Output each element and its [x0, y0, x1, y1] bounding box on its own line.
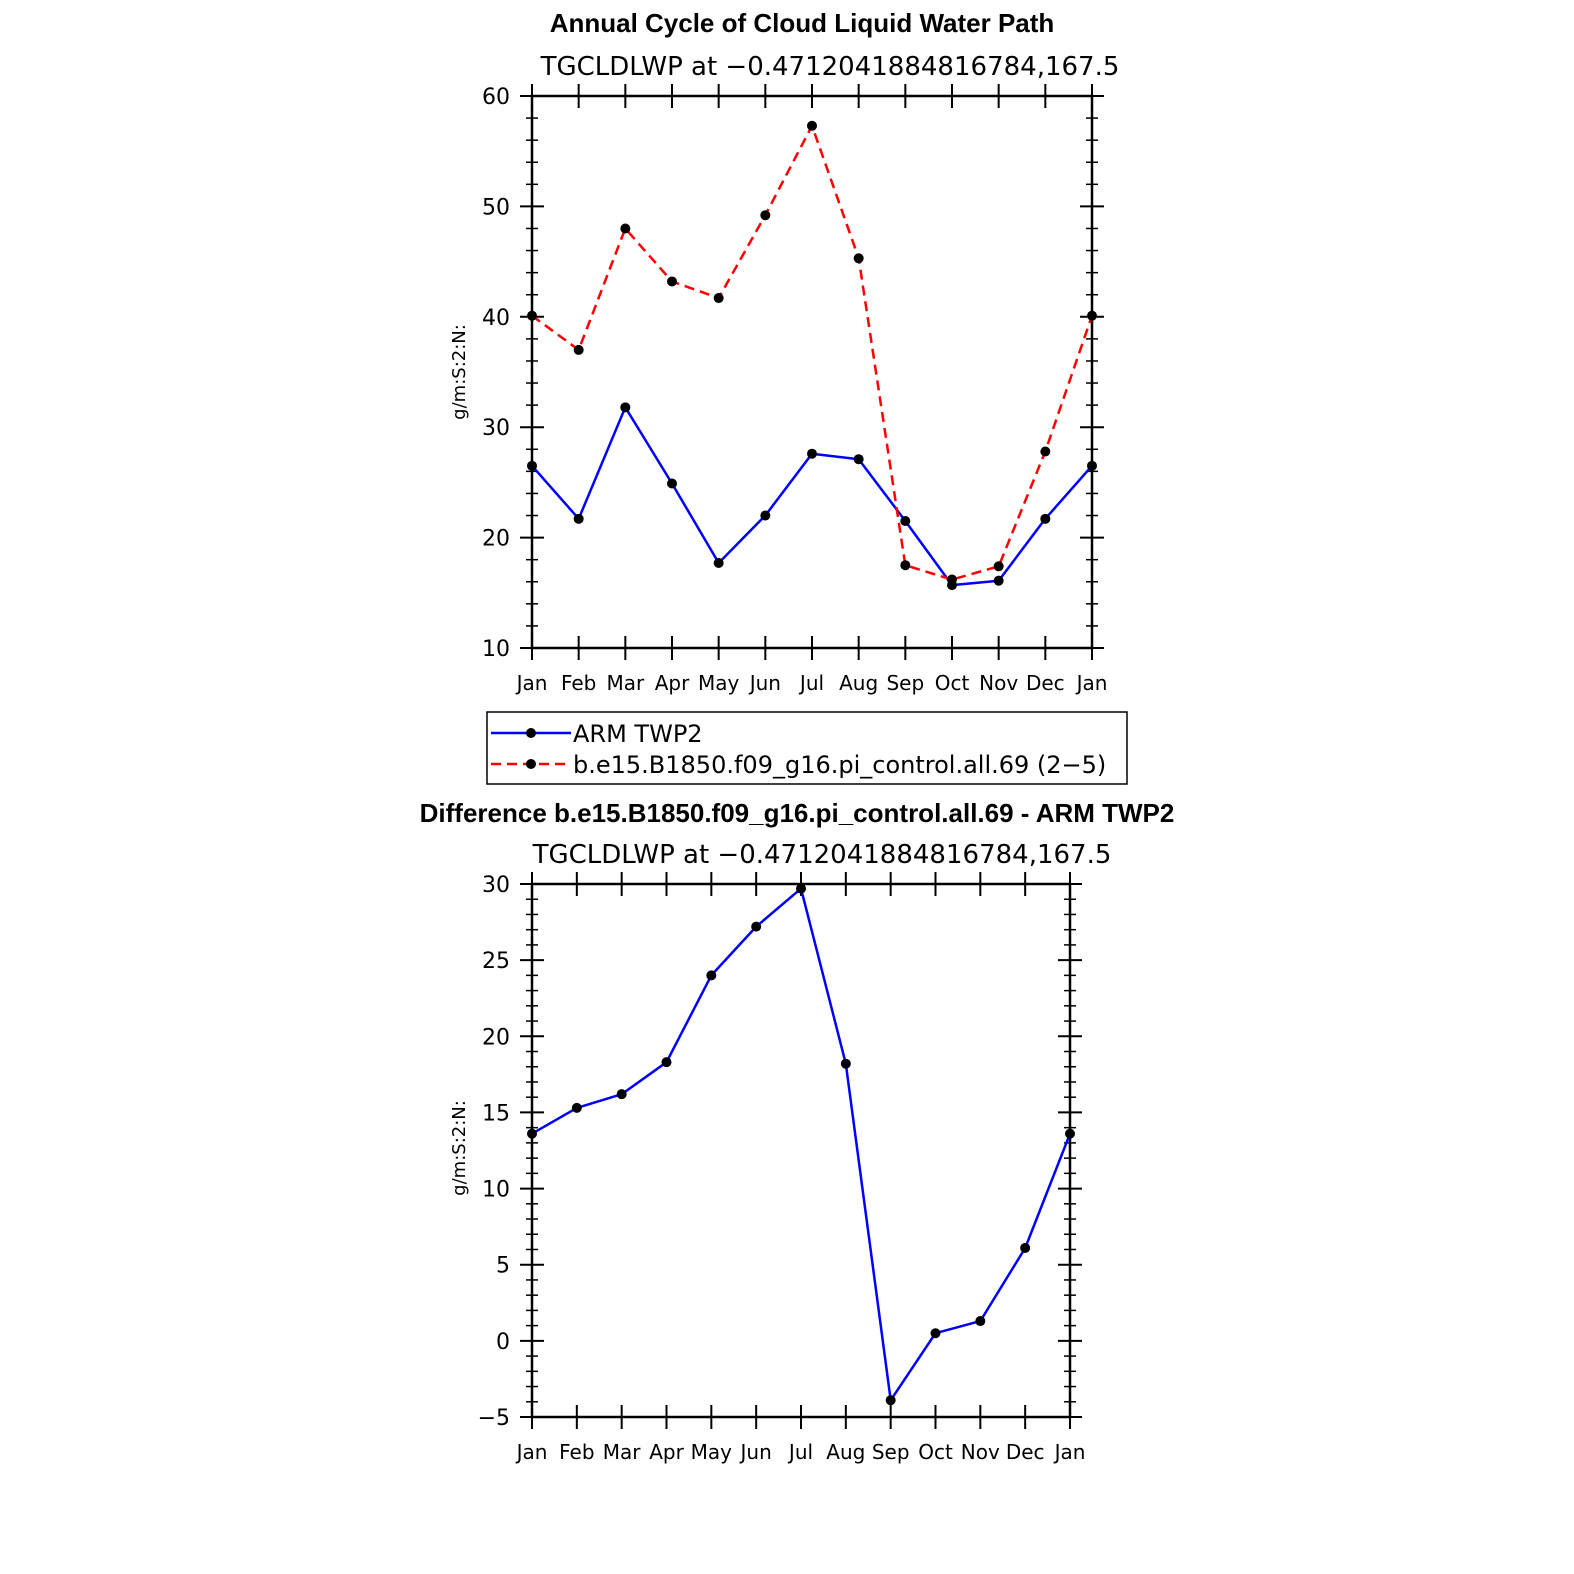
- series-line-0: [531, 406, 1093, 587]
- data-point-series-1: [947, 574, 957, 585]
- data-point-series-0: [993, 575, 1004, 586]
- data-point-series-0: [760, 510, 771, 521]
- chart-annual-cycle: Annual Cycle of Cloud Liquid Water Path …: [449, 8, 1119, 695]
- data-point-series-1: [900, 560, 911, 571]
- legend-marker-arm: [526, 728, 536, 738]
- data-point-series-0: [975, 1316, 986, 1327]
- x-tick-label: Sep: [886, 671, 924, 695]
- x-tick-label: May: [691, 1440, 733, 1464]
- x-tick-label: Jan: [515, 1440, 548, 1464]
- data-point-series-1: [527, 310, 537, 321]
- x-tick-label: Dec: [1006, 1440, 1045, 1464]
- y-tick-label: 60: [482, 85, 510, 110]
- x-tick-label: Nov: [961, 1440, 1000, 1464]
- y-tick-label: 10: [482, 637, 510, 662]
- y-tick-label: 0: [496, 1330, 510, 1355]
- x-tick-label: Sep: [872, 1440, 910, 1464]
- series-line-0: [531, 887, 1072, 1402]
- chart-title: Annual Cycle of Cloud Liquid Water Path: [550, 8, 1055, 38]
- x-tick-label: Jul: [798, 671, 824, 695]
- plot-frame: [530, 94, 1094, 650]
- x-tick-label: Jan: [1053, 1440, 1086, 1464]
- data-point-series-0: [706, 970, 717, 981]
- plot-frame: [530, 882, 1072, 1419]
- x-tick-label: Oct: [918, 1440, 953, 1464]
- x-tick-label: Dec: [1026, 671, 1065, 695]
- data-point-series-1: [1087, 310, 1097, 321]
- legend-label-model: b.e15.B1850.f09_g16.pi_control.all.69 (2…: [573, 751, 1106, 779]
- x-tick-label: Oct: [935, 671, 970, 695]
- chart-title: Difference b.e15.B1850.f09_g16.pi_contro…: [420, 798, 1175, 828]
- x-tick-label: Nov: [979, 671, 1018, 695]
- legend: ARM TWP2 b.e15.B1850.f09_g16.pi_control.…: [486, 711, 1128, 785]
- legend-marker-model: [526, 759, 536, 769]
- y-tick-label: 20: [482, 527, 510, 552]
- data-point-series-1: [853, 253, 864, 264]
- data-point-series-0: [1040, 513, 1051, 524]
- chart-subtitle: TGCLDLWP at −0.4712041884816784,167.5: [532, 840, 1112, 870]
- data-point-series-0: [573, 513, 584, 524]
- data-point-series-1: [667, 276, 677, 287]
- chart-subtitle: TGCLDLWP at −0.4712041884816784,167.5: [540, 52, 1120, 82]
- legend-box: [486, 711, 1128, 785]
- data-point-series-1: [993, 561, 1004, 572]
- data-point-series-0: [616, 1089, 627, 1100]
- x-tick-label: Mar: [606, 671, 645, 695]
- y-tick-label: 30: [482, 873, 510, 898]
- data-point-series-0: [571, 1102, 582, 1113]
- x-tick-label: Apr: [649, 1440, 684, 1464]
- x-tick-label: Jul: [787, 1440, 813, 1464]
- x-tick-label: Feb: [559, 1440, 594, 1464]
- series-line-1: [531, 124, 1094, 581]
- x-tick-label: Jun: [748, 671, 781, 695]
- legend-label-arm: ARM TWP2: [573, 720, 703, 748]
- x-tick-label: Aug: [826, 1440, 865, 1464]
- y-tick-label: 40: [482, 306, 510, 331]
- y-tick-label: 15: [482, 1101, 510, 1126]
- data-point-series-0: [930, 1328, 941, 1339]
- y-tick-label: 20: [482, 1025, 510, 1050]
- x-tick-label: Jun: [739, 1440, 772, 1464]
- data-point-series-0: [667, 478, 677, 489]
- x-tick-label: Jan: [1075, 671, 1108, 695]
- x-tick-label: Feb: [561, 671, 596, 695]
- data-point-series-0: [661, 1057, 672, 1068]
- data-point-series-0: [900, 516, 911, 527]
- y-tick-label: 25: [482, 949, 510, 974]
- data-point-series-0: [885, 1395, 896, 1406]
- chart-difference: Difference b.e15.B1850.f09_g16.pi_contro…: [420, 798, 1175, 1464]
- data-point-series-0: [527, 1128, 537, 1139]
- data-point-series-0: [807, 448, 817, 459]
- data-point-series-0: [751, 921, 762, 932]
- data-point-series-0: [620, 402, 631, 413]
- y-tick-label: −5: [478, 1406, 510, 1431]
- data-point-series-0: [1087, 460, 1097, 471]
- data-point-series-0: [713, 557, 724, 568]
- y-tick-label: 30: [482, 416, 510, 441]
- x-tick-label: Aug: [839, 671, 878, 695]
- data-point-series-0: [840, 1058, 851, 1069]
- data-point-series-1: [620, 223, 631, 234]
- x-tick-label: Jan: [515, 671, 548, 695]
- y-axis-label: g/m:S:2:N:: [449, 1100, 470, 1196]
- data-point-series-0: [527, 460, 537, 471]
- data-point-series-0: [1020, 1242, 1031, 1253]
- data-point-series-1: [1040, 446, 1051, 457]
- data-point-series-1: [807, 120, 817, 131]
- y-axis-label: g/m:S:2:N:: [449, 324, 470, 420]
- y-tick-label: 10: [482, 1178, 510, 1203]
- data-point-series-0: [1065, 1128, 1075, 1139]
- data-point-series-1: [573, 344, 584, 355]
- data-point-series-0: [796, 883, 806, 894]
- x-tick-label: Apr: [655, 671, 690, 695]
- y-tick-label: 5: [496, 1254, 510, 1279]
- data-point-series-1: [760, 210, 771, 221]
- y-tick-label: 50: [482, 195, 510, 220]
- data-point-series-1: [713, 293, 724, 304]
- data-point-series-0: [853, 454, 864, 465]
- x-tick-label: Mar: [603, 1440, 642, 1464]
- x-tick-label: May: [698, 671, 740, 695]
